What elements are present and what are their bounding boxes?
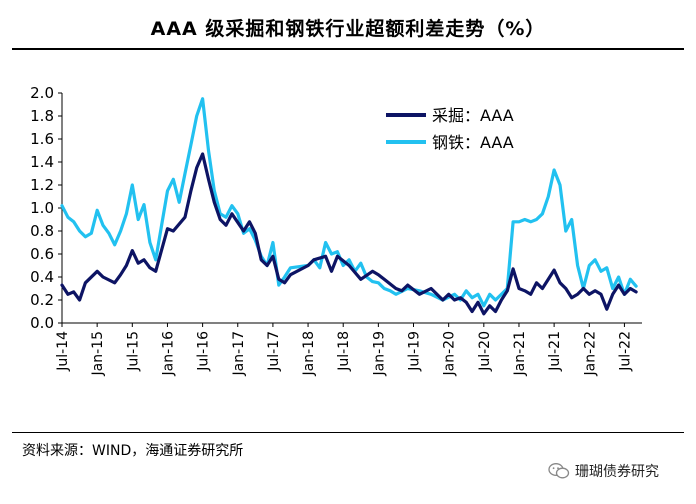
y-tick-label: 0.6 xyxy=(30,245,54,263)
source-divider xyxy=(12,432,684,433)
y-tick-label: 0.4 xyxy=(30,268,54,286)
x-tick-label: Jan-22 xyxy=(582,331,598,376)
x-axis: Jul-14 Jan-15 Jul-15 Jan-16 Jul-16 Jan-17 Jul-… xyxy=(55,322,642,377)
x-tick-label: Jul-21 xyxy=(547,331,563,372)
x-tick-label: Jan-18 xyxy=(301,331,317,376)
y-axis: 2.0 1.8 1.6 1.4 1.2 1.0 0.8 0.6 0.4 0.2 0.0 xyxy=(30,84,63,332)
x-tick-label: Jul-20 xyxy=(477,331,493,372)
legend: 采掘：AAA 钢铁：AAA xyxy=(386,106,514,152)
title-divider xyxy=(12,48,684,50)
y-tick-label: 1.2 xyxy=(30,176,54,194)
y-tick-label: 1.4 xyxy=(30,153,54,171)
legend-label: 采掘：AAA xyxy=(432,106,514,125)
series-lines xyxy=(60,97,638,316)
x-tick-label: Jan-17 xyxy=(231,331,247,376)
wechat-icon xyxy=(548,463,570,479)
x-tick-label: Jan-21 xyxy=(512,331,528,376)
y-tick-label: 0.0 xyxy=(30,314,54,332)
series-mining-aaa-line xyxy=(60,152,638,316)
x-tick-label: Jul-15 xyxy=(125,331,141,372)
x-tick-label: Jul-22 xyxy=(617,331,633,372)
legend-label: 钢铁：AAA xyxy=(432,133,514,152)
x-tick-label: Jul-18 xyxy=(336,331,352,372)
chart-title: AAA 级采掘和钢铁行业超额利差走势（%） xyxy=(150,18,546,40)
y-tick-label: 0.8 xyxy=(30,222,54,240)
y-tick-label: 1.0 xyxy=(30,199,54,217)
x-tick-label: Jul-19 xyxy=(407,331,423,372)
y-tick-label: 0.2 xyxy=(30,291,54,309)
x-tick-label: Jan-16 xyxy=(160,331,176,377)
y-tick-label: 1.8 xyxy=(30,107,54,125)
watermark: 珊瑚债券研究 xyxy=(548,461,659,481)
source-note: 资料来源：WIND，海通证券研究所 xyxy=(22,443,244,459)
y-tick-label: 1.6 xyxy=(30,130,54,148)
x-tick-label: Jan-20 xyxy=(442,331,458,376)
y-tick-label: 2.0 xyxy=(30,84,54,102)
watermark-text: 珊瑚债券研究 xyxy=(575,464,659,480)
x-tick-label: Jan-15 xyxy=(90,331,106,376)
x-tick-label: Jan-19 xyxy=(371,331,387,376)
x-tick-label: Jul-17 xyxy=(266,331,282,372)
x-tick-label: Jul-16 xyxy=(196,331,212,372)
x-tick-label: Jul-14 xyxy=(55,331,71,372)
